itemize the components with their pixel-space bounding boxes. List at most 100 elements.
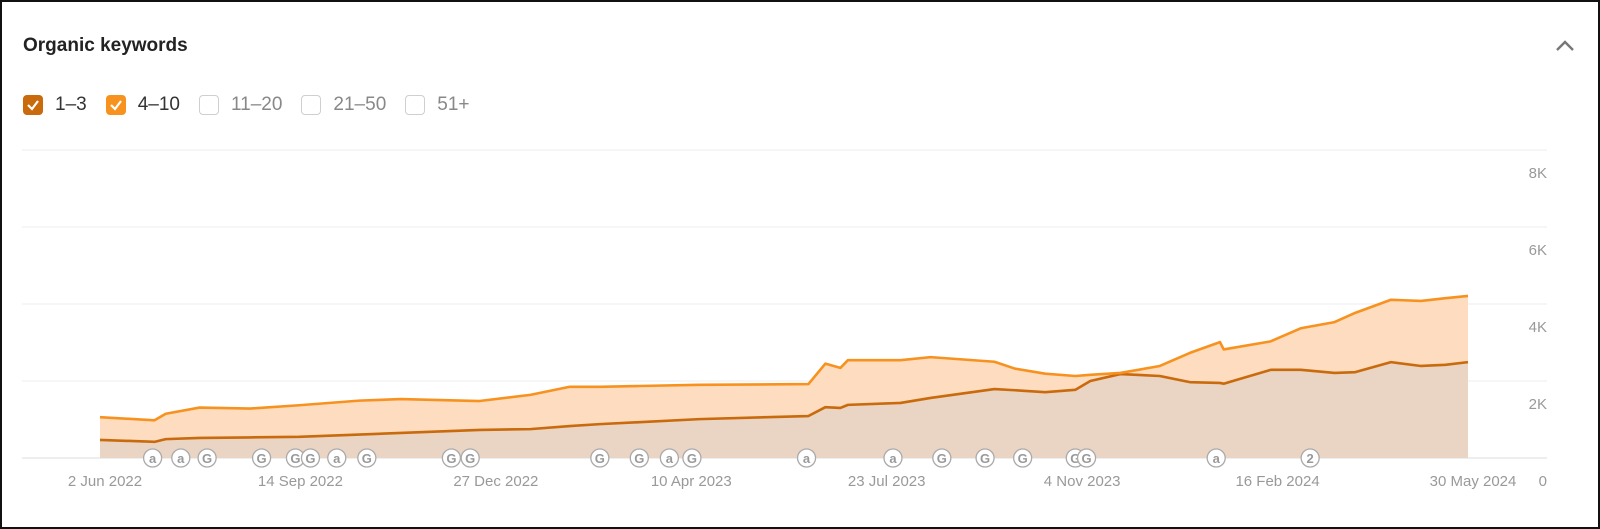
event-circle: [251, 448, 272, 468]
event-circle: [142, 448, 163, 468]
event-marker[interactable]: G: [682, 448, 702, 468]
event-label: G: [1070, 451, 1080, 466]
event-marker[interactable]: G: [460, 448, 480, 468]
series-line: [99, 294, 1469, 422]
event-marker[interactable]: G: [590, 448, 610, 468]
event-marker[interactable]: 2: [1300, 448, 1320, 468]
x-tick-label: 2 Jun 2022: [68, 473, 142, 490]
event-marker[interactable]: G: [932, 448, 952, 468]
event-circle: [171, 448, 191, 468]
check-icon: [27, 100, 39, 111]
event-marker[interactable]: G: [251, 448, 272, 468]
legend-label: 21–50: [333, 94, 387, 115]
event-marker[interactable]: a: [883, 448, 903, 468]
y-tick-label: 2K: [1529, 396, 1547, 413]
x-tick-label: 27 Dec 2022: [453, 473, 538, 490]
event-label: a: [666, 451, 674, 466]
legend-label: 11–20: [230, 94, 283, 115]
legend-filter[interactable]: 51+: [405, 94, 470, 116]
legend-label: 51+: [437, 94, 470, 115]
event-label: G: [257, 451, 267, 466]
event-marker[interactable]: G: [629, 448, 649, 468]
x-tick-label: 4 Nov 2023: [1044, 473, 1121, 490]
event-label: G: [446, 451, 456, 466]
x-tick-label: 10 Apr 2023: [651, 473, 732, 490]
legend-label: 4–10: [137, 94, 180, 115]
event-circle: [327, 448, 347, 468]
event-circle: [1012, 448, 1033, 468]
event-circle: [590, 448, 610, 468]
event-circle: [441, 448, 462, 468]
legend: 1–3 4–10 11–20 21–50 51+: [23, 94, 489, 116]
check-icon: [109, 100, 122, 111]
event-circle: [1206, 448, 1226, 468]
event-circle: [357, 448, 377, 468]
event-circle: [1300, 448, 1320, 468]
collapse-button[interactable]: [1555, 38, 1575, 52]
x-tick-label: 16 Feb 2024: [1235, 473, 1319, 490]
event-label: a: [177, 451, 185, 466]
event-label: G: [634, 451, 644, 466]
event-circle: [883, 448, 903, 468]
y-tick-label: 0: [1539, 473, 1547, 490]
checkbox: [23, 95, 43, 115]
event-marker[interactable]: G: [197, 448, 217, 468]
checkbox: [105, 95, 126, 115]
event-marker[interactable]: G: [975, 448, 995, 468]
event-marker[interactable]: a: [327, 448, 347, 468]
x-tick-label: 30 May 2024: [1430, 473, 1517, 490]
event-marker[interactable]: G: [300, 448, 321, 468]
legend-filter[interactable]: 11–20: [198, 94, 283, 116]
event-marker[interactable]: G: [1012, 448, 1033, 468]
event-label: a: [149, 451, 157, 466]
legend-filter[interactable]: 4–10: [105, 94, 180, 116]
event-circle: [460, 448, 480, 468]
event-marker[interactable]: G: [1076, 448, 1097, 468]
event-marker[interactable]: a: [1206, 448, 1226, 468]
widget-title: Organic keywords: [23, 35, 188, 56]
event-label: G: [305, 451, 315, 466]
checkbox: [405, 95, 426, 115]
checkbox: [301, 95, 322, 115]
event-circle: [932, 448, 952, 468]
event-label: 2: [1307, 451, 1314, 466]
event-label: G: [937, 451, 947, 466]
event-label: G: [362, 451, 372, 466]
event-marker[interactable]: G: [357, 448, 377, 468]
legend-filter[interactable]: 1–3: [23, 94, 87, 116]
event-label: a: [889, 451, 897, 466]
event-label: G: [980, 451, 990, 466]
event-label: a: [1213, 451, 1221, 466]
series-line: [99, 360, 1469, 444]
event-circle: [975, 448, 995, 468]
event-label: G: [595, 451, 605, 466]
legend-filter[interactable]: 21–50: [301, 94, 386, 116]
legend-label: 1–3: [55, 94, 87, 115]
x-tick-label: 23 Jul 2023: [848, 473, 926, 490]
event-label: a: [803, 451, 811, 466]
y-tick-label: 4K: [1529, 319, 1547, 336]
event-marker[interactable]: a: [659, 448, 680, 468]
chevron-icon: [1556, 40, 1574, 51]
event-marker[interactable]: a: [796, 448, 817, 468]
event-label: G: [465, 451, 475, 466]
event-label: G: [290, 451, 300, 466]
checkbox: [198, 95, 219, 115]
event-circle: [300, 448, 321, 468]
event-marker[interactable]: G: [441, 448, 462, 468]
y-tick-label: 6K: [1529, 242, 1547, 259]
event-label: G: [1018, 451, 1028, 466]
event-label: G: [1081, 451, 1091, 466]
event-marker[interactable]: a: [171, 448, 191, 468]
event-circle: [659, 448, 680, 468]
event-marker[interactable]: a: [142, 448, 163, 468]
area-fill: [100, 295, 1468, 442]
event-circle: [1076, 448, 1097, 468]
area-fill: [100, 362, 1468, 458]
event-circle: [682, 448, 702, 468]
y-tick-label: 8K: [1529, 165, 1547, 182]
event-label: G: [687, 451, 697, 466]
event-label: G: [202, 451, 212, 466]
